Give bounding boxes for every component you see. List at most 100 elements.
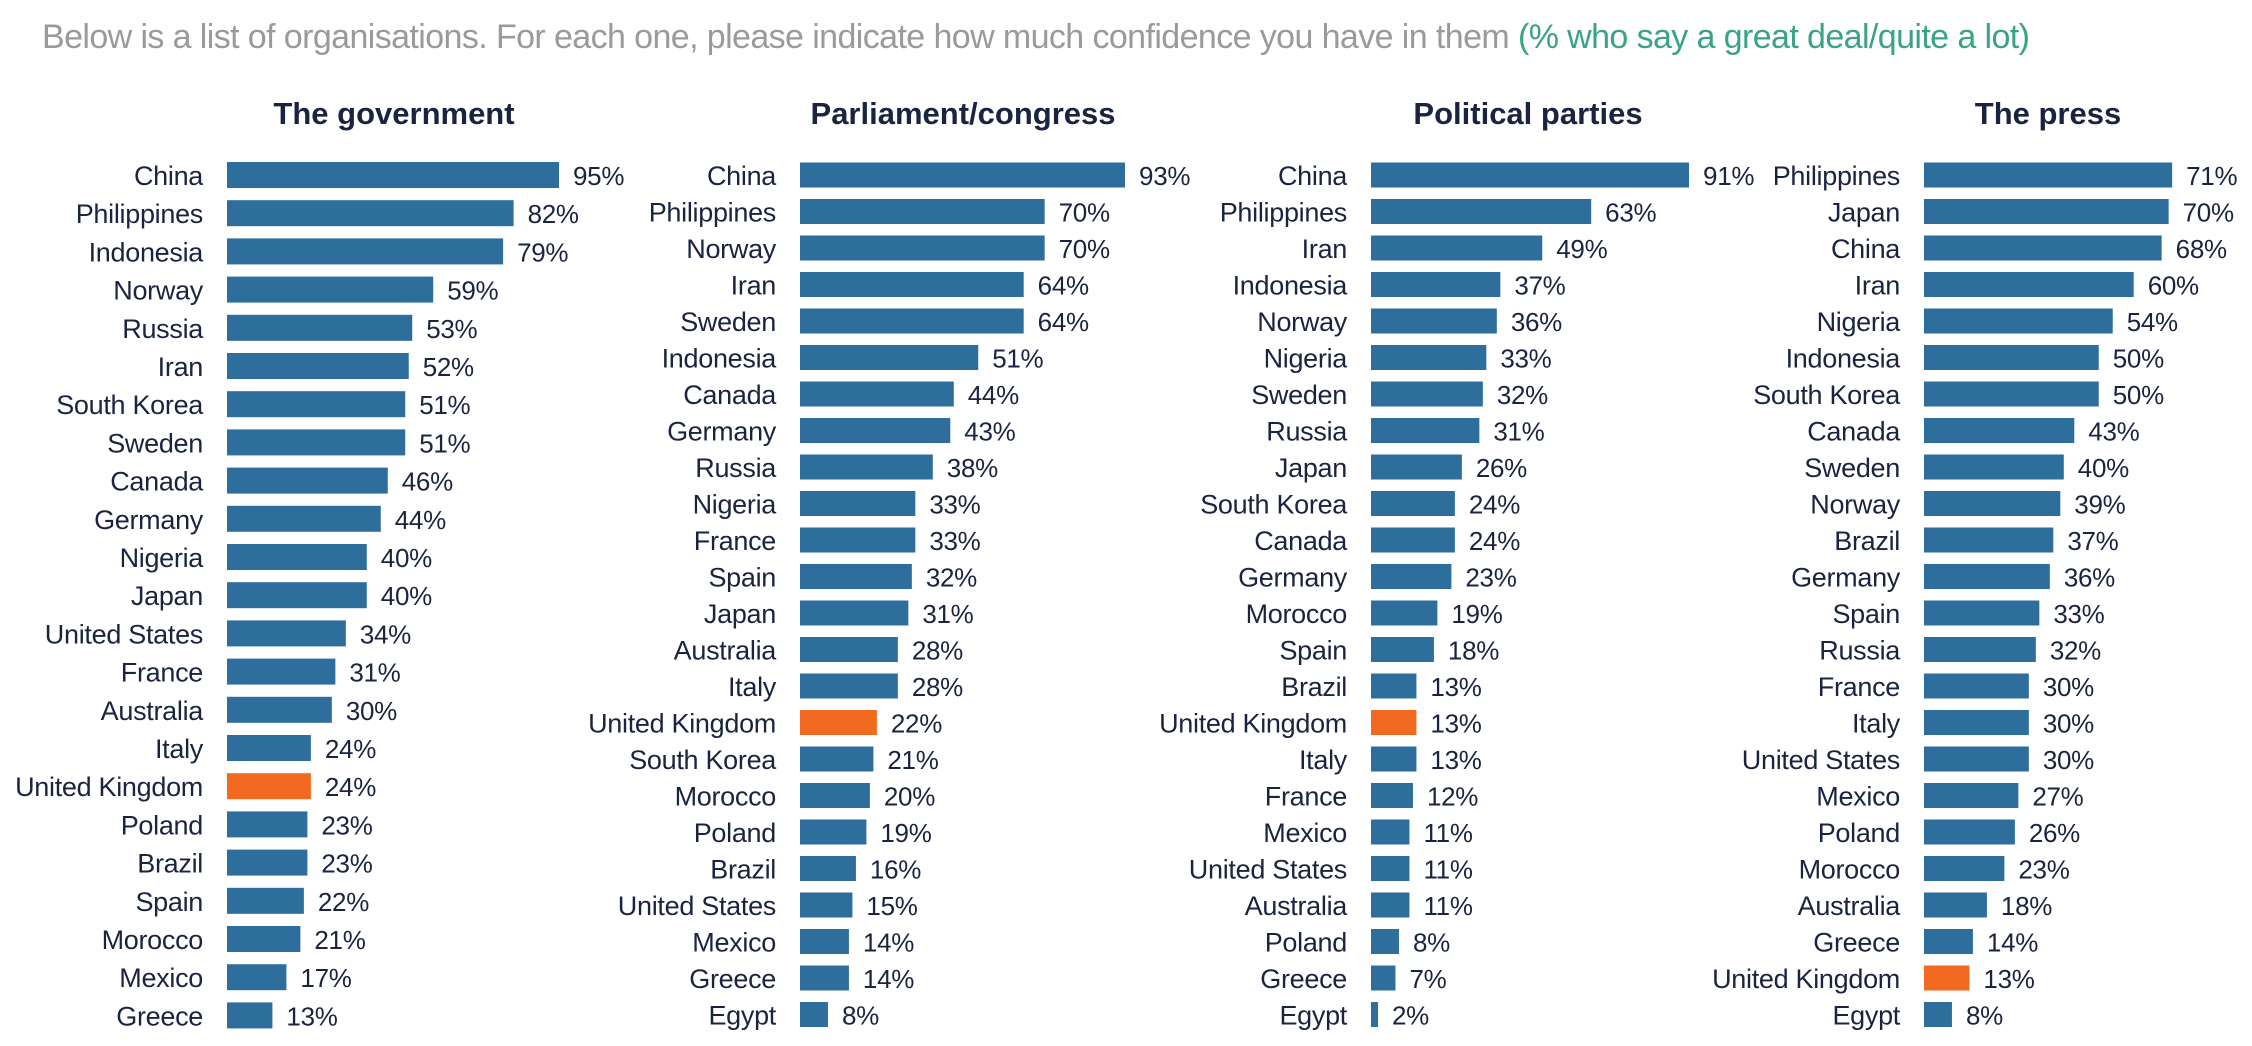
value-label: 70%	[2183, 198, 2234, 228]
value-label: 71%	[2186, 161, 2237, 191]
bar	[1924, 1002, 1952, 1027]
bar	[1924, 783, 2019, 808]
bar-highlight	[227, 773, 311, 800]
bar	[1371, 162, 1690, 188]
category-label: Australia	[1245, 891, 1349, 921]
bar-highlight	[1371, 710, 1417, 735]
value-label: 49%	[1556, 234, 1607, 264]
value-label: 24%	[1469, 526, 1520, 556]
value-label: 50%	[2113, 380, 2164, 410]
value-label: 31%	[349, 658, 400, 688]
category-label: Italy	[1299, 745, 1348, 775]
bar	[800, 454, 933, 480]
value-label: 50%	[2113, 344, 2164, 374]
value-label: 32%	[2050, 636, 2101, 666]
category-label: Brazil	[710, 855, 776, 885]
category-label: Norway	[1810, 490, 1901, 520]
intro-text: Below is a list of organisations. For ea…	[42, 18, 2030, 57]
category-label: Russia	[122, 314, 204, 344]
bar	[800, 965, 849, 991]
category-label: Spain	[708, 563, 776, 593]
value-label: 8%	[842, 1001, 879, 1031]
value-label: 43%	[964, 417, 1015, 447]
category-label: Mexico	[119, 963, 203, 993]
category-label: Morocco	[102, 925, 203, 955]
value-label: 38%	[947, 453, 998, 483]
value-label: 34%	[360, 619, 411, 649]
value-label: 51%	[419, 390, 470, 420]
value-label: 16%	[870, 855, 921, 885]
bar	[1924, 162, 2173, 188]
value-label: 40%	[381, 543, 432, 573]
bar	[1924, 272, 2134, 297]
category-label: Sweden	[1804, 453, 1900, 483]
chart-title: The press	[1975, 96, 2121, 131]
bar	[1371, 564, 1452, 589]
bar	[800, 235, 1045, 261]
value-label: 32%	[926, 563, 977, 593]
category-label: South Korea	[56, 390, 204, 420]
value-label: 79%	[517, 237, 568, 267]
value-label: 22%	[891, 709, 942, 739]
category-label: Morocco	[675, 782, 776, 812]
value-label: 26%	[1476, 453, 1527, 483]
value-label: 18%	[2001, 891, 2052, 921]
value-label: 30%	[2043, 709, 2094, 739]
value-label: 24%	[1469, 490, 1520, 520]
value-label: 70%	[1059, 198, 1110, 228]
value-label: 44%	[395, 505, 446, 535]
bar	[800, 819, 867, 845]
category-label: Nigeria	[120, 543, 205, 573]
category-label: Morocco	[1246, 599, 1347, 629]
value-label: 20%	[884, 782, 935, 812]
bar	[800, 345, 979, 370]
category-label: Germany	[94, 505, 204, 535]
value-label: 64%	[1038, 307, 1089, 337]
value-label: 15%	[866, 891, 917, 921]
category-label: Nigeria	[693, 490, 778, 520]
value-label: 28%	[912, 636, 963, 666]
bar	[800, 1002, 828, 1027]
bar	[1371, 491, 1455, 516]
bar	[1371, 856, 1410, 881]
value-label: 68%	[2176, 234, 2227, 264]
value-label: 40%	[2078, 453, 2129, 483]
intro-highlight: (% who say a great deal/quite a lot)	[1517, 18, 2030, 56]
chart-title: Political parties	[1413, 96, 1642, 131]
value-label: 11%	[1423, 855, 1472, 885]
bar	[227, 658, 336, 685]
category-label: Australia	[674, 636, 778, 666]
bar	[1924, 345, 2099, 370]
category-label: Mexico	[692, 928, 776, 958]
value-label: 44%	[968, 380, 1019, 410]
value-label: 13%	[1430, 709, 1481, 739]
category-label: Philippines	[76, 199, 203, 229]
value-label: 14%	[863, 928, 914, 958]
category-label: China	[707, 161, 777, 191]
value-label: 23%	[321, 849, 372, 879]
value-label: 36%	[1511, 307, 1562, 337]
category-label: Mexico	[1263, 818, 1347, 848]
value-label: 51%	[419, 428, 470, 458]
category-label: South Korea	[1200, 490, 1348, 520]
category-label: Canada	[683, 380, 777, 410]
category-label: Italy	[1852, 709, 1901, 739]
chart-panel-3: Political parties China 91% Philippines 63% I…	[1159, 96, 1755, 1031]
bar	[1924, 819, 2015, 845]
value-label: 59%	[447, 276, 498, 306]
category-label: Canada	[1807, 417, 1901, 447]
category-label: Japan	[1275, 453, 1347, 483]
bar	[1371, 673, 1417, 699]
category-label: United Kingdom	[588, 709, 776, 739]
chart-panel-2: Parliament/congress China 93% Philippines 70…	[588, 96, 1191, 1031]
bar	[800, 381, 954, 407]
value-label: 33%	[1500, 344, 1551, 374]
bar	[1924, 381, 2099, 407]
category-label: France	[121, 658, 203, 688]
bar	[800, 673, 898, 699]
bar	[800, 491, 916, 516]
value-label: 2%	[1392, 1001, 1429, 1031]
bar	[800, 418, 951, 443]
category-label: Egypt	[1279, 1001, 1347, 1031]
